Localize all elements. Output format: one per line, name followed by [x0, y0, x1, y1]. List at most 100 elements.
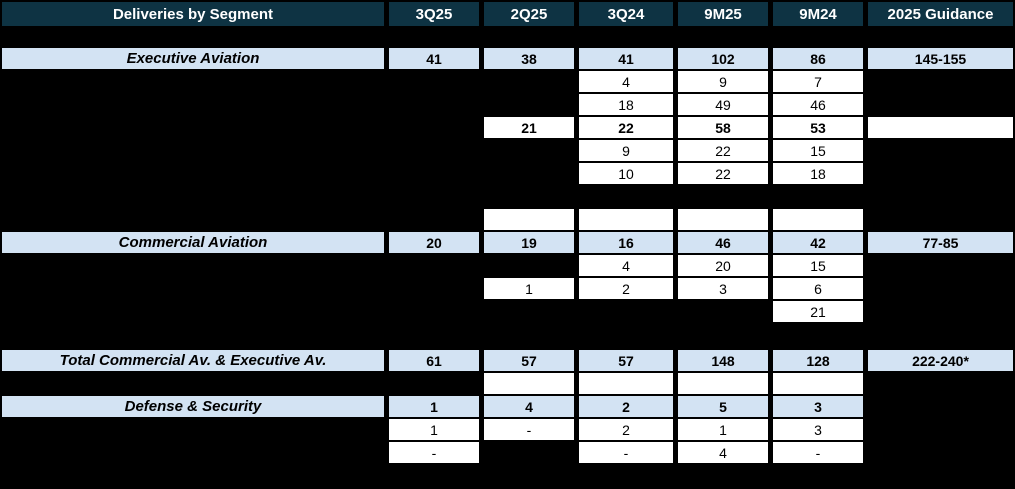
cell-guidance: 77-85	[868, 232, 1013, 253]
cell-3q24: 10	[579, 163, 673, 184]
cell-3q25	[389, 373, 479, 394]
segment-row: Total Commercial Av. & Executive Av. 61 57…	[2, 350, 1015, 371]
empty-label	[2, 209, 384, 230]
detail-row: 21 22 58 53	[2, 117, 1015, 138]
cell-3q24: 9	[579, 140, 673, 161]
deliveries-table: Deliveries by Segment 3Q25 2Q25 3Q24 9M25 9M…	[2, 2, 1015, 463]
empty-label	[2, 71, 384, 92]
empty-label	[2, 117, 384, 138]
cell-3q25	[389, 209, 479, 230]
cell-guidance	[868, 255, 1013, 276]
cell-guidance	[868, 373, 1013, 394]
cell-3q25	[389, 71, 479, 92]
cell-2q25	[484, 140, 574, 161]
segment-label: Total Commercial Av. & Executive Av.	[2, 350, 384, 371]
cell-3q25: 41	[389, 48, 479, 69]
cell-9m24: 3	[773, 419, 863, 440]
cell-guidance: 222-240*	[868, 350, 1013, 371]
cell-2q25: -	[484, 419, 574, 440]
cell-9m24: -	[773, 442, 863, 463]
cell-3q24: 4	[579, 255, 673, 276]
cell-9m25: 3	[678, 278, 768, 299]
cell-9m25: 49	[678, 94, 768, 115]
cell-2q25	[484, 373, 574, 394]
table-title: Deliveries by Segment	[2, 2, 384, 26]
cell-3q25	[389, 117, 479, 138]
cell-9m25: 5	[678, 396, 768, 417]
empty-label	[2, 255, 384, 276]
cell-3q24: 41	[579, 48, 673, 69]
segment-label: Executive Aviation	[2, 48, 384, 69]
cell-2q25: 21	[484, 117, 574, 138]
cell-3q25	[389, 278, 479, 299]
table-header-row: Deliveries by Segment 3Q25 2Q25 3Q24 9M25 9M…	[2, 2, 1015, 26]
cell-guidance	[868, 396, 1013, 417]
segment-row: Defense & Security 1 4 2 5 3	[2, 396, 1015, 417]
cell-9m24: 53	[773, 117, 863, 138]
cell-2q25: 4	[484, 396, 574, 417]
cell-9m25	[678, 209, 768, 230]
cell-9m25: 58	[678, 117, 768, 138]
cell-guidance	[868, 163, 1013, 184]
cell-guidance	[868, 71, 1013, 92]
segment-row: Commercial Aviation 20 19 16 46 42 77-85	[2, 232, 1015, 253]
cell-3q25: 1	[389, 419, 479, 440]
cell-3q25	[389, 94, 479, 115]
cell-guidance	[868, 94, 1013, 115]
cell-guidance	[868, 301, 1013, 322]
cell-9m24: 7	[773, 71, 863, 92]
cell-9m25: 102	[678, 48, 768, 69]
empty-label	[2, 163, 384, 184]
column-header-9m24: 9M24	[773, 2, 863, 26]
cell-2q25: 19	[484, 232, 574, 253]
cell-3q24	[579, 301, 673, 322]
cell-guidance	[868, 117, 1013, 138]
cell-2q25	[484, 94, 574, 115]
cell-9m25: 148	[678, 350, 768, 371]
cell-3q24: 2	[579, 396, 673, 417]
detail-row	[2, 209, 1015, 230]
empty-label	[2, 140, 384, 161]
cell-9m25	[678, 373, 768, 394]
detail-row: 10 22 18	[2, 163, 1015, 184]
cell-9m24: 6	[773, 278, 863, 299]
cell-2q25	[484, 163, 574, 184]
cell-3q25: 61	[389, 350, 479, 371]
cell-3q24	[579, 209, 673, 230]
cell-3q25: 1	[389, 396, 479, 417]
segment-label: Defense & Security	[2, 396, 384, 417]
empty-label	[2, 442, 384, 463]
cell-9m24: 18	[773, 163, 863, 184]
segment-label: Commercial Aviation	[2, 232, 384, 253]
cell-3q25	[389, 163, 479, 184]
column-header-9m25: 9M25	[678, 2, 768, 26]
cell-3q25: -	[389, 442, 479, 463]
cell-3q25: 20	[389, 232, 479, 253]
cell-9m25: 4	[678, 442, 768, 463]
cell-3q25	[389, 301, 479, 322]
cell-9m25: 22	[678, 163, 768, 184]
cell-2q25	[484, 71, 574, 92]
cell-2q25	[484, 442, 574, 463]
cell-9m25: 1	[678, 419, 768, 440]
cell-3q24	[579, 373, 673, 394]
cell-9m24: 42	[773, 232, 863, 253]
cell-guidance	[868, 419, 1013, 440]
cell-3q24: 22	[579, 117, 673, 138]
cell-guidance: 145-155	[868, 48, 1013, 69]
cell-9m24: 15	[773, 255, 863, 276]
segment-row: Executive Aviation 41 38 41 102 86 145-155	[2, 48, 1015, 69]
cell-guidance	[868, 140, 1013, 161]
cell-2q25: 57	[484, 350, 574, 371]
cell-9m24: 21	[773, 301, 863, 322]
table-body: Executive Aviation 41 38 41 102 86 145-155 4 9 7 1…	[2, 26, 1015, 463]
column-header-3q25: 3Q25	[389, 2, 479, 26]
cell-guidance	[868, 209, 1013, 230]
empty-label	[2, 419, 384, 440]
cell-9m24: 3	[773, 396, 863, 417]
cell-guidance	[868, 442, 1013, 463]
detail-row: 18 49 46	[2, 94, 1015, 115]
cell-3q24: 57	[579, 350, 673, 371]
cell-3q24: 16	[579, 232, 673, 253]
row-spacer	[2, 26, 1015, 48]
